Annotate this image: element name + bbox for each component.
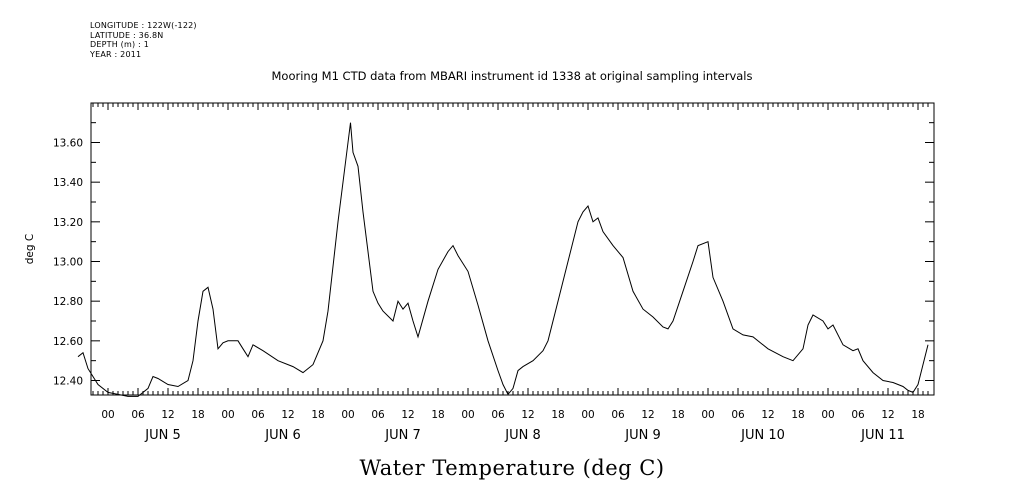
y-tick-label-group: 12.40 12.60 12.80 13.00 13.20 13.40 13.60 (53, 138, 83, 388)
x-axis-label: Water Temperature (deg C) (359, 456, 664, 480)
x-hour-label: 12 (521, 409, 534, 421)
x-hour-label: 06 (251, 409, 265, 421)
x-hour-label: 00 (221, 409, 234, 421)
x-hour-label: 06 (371, 409, 385, 421)
latitude-text: LATITUDE : 36.8N (90, 30, 164, 40)
x-hour-label: 00 (701, 409, 714, 421)
longitude-text: LONGITUDE : 122W(-122) (90, 21, 197, 30)
x-day-label: JUN 7 (384, 428, 420, 443)
x-hour-label: 06 (611, 409, 625, 421)
y-axis-label: deg C (24, 234, 36, 264)
x-hour-label: 00 (341, 409, 354, 421)
metadata-block: LONGITUDE : 122W(-122) LATITUDE : 36.8N … (90, 21, 197, 59)
x-hour-label: 12 (761, 409, 774, 421)
x-day-label: JUN 9 (624, 428, 660, 443)
x-hour-label: 18 (311, 409, 324, 421)
x-hour-label: 18 (671, 409, 684, 421)
y-tick-label: 12.40 (53, 376, 83, 388)
x-tick-label-group: 00 06 12 18 00 06 12 18 00 06 12 18 00 06 12 18 00 06 12 18… (101, 409, 924, 443)
x-hour-label: 18 (431, 409, 444, 421)
x-hour-label: 12 (881, 409, 894, 421)
y-tick-label: 12.60 (53, 336, 83, 348)
x-hour-label: 12 (641, 409, 654, 421)
series-line (77, 122, 929, 397)
x-hour-label: 18 (551, 409, 564, 421)
x-day-label: JUN 11 (860, 428, 905, 443)
x-hour-label: 00 (821, 409, 834, 421)
x-hour-label: 00 (461, 409, 474, 421)
x-hour-label: 00 (581, 409, 594, 421)
y-tick-label: 13.40 (53, 177, 83, 189)
x-day-label: JUN 6 (264, 428, 300, 443)
year-text: YEAR : 2011 (90, 49, 142, 59)
x-hour-label: 06 (491, 409, 505, 421)
x-day-label: JUN 8 (504, 428, 540, 443)
chart-title: Mooring M1 CTD data from MBARI instrumen… (272, 69, 753, 83)
x-day-label: JUN 5 (144, 428, 180, 443)
plot-frame (90, 102, 935, 396)
y-tick-label: 13.00 (53, 257, 83, 269)
x-hour-label: 12 (281, 409, 294, 421)
x-hour-label: 18 (191, 409, 204, 421)
y-tick-label: 13.20 (53, 217, 83, 229)
x-hour-label: 18 (911, 409, 924, 421)
depth-text: DEPTH (m) : 1 (90, 40, 149, 49)
y-tick-label: 12.80 (53, 296, 83, 308)
x-hour-label: 12 (401, 409, 414, 421)
x-hour-label: 12 (161, 409, 174, 421)
x-hour-label: 06 (131, 409, 145, 421)
x-hour-label: 00 (101, 409, 114, 421)
x-hour-label: 06 (731, 409, 745, 421)
x-day-label: JUN 10 (740, 428, 785, 443)
x-hour-label: 18 (791, 409, 804, 421)
x-hour-label: 06 (851, 409, 865, 421)
tick-group (91, 103, 934, 395)
y-tick-label: 13.60 (53, 138, 83, 150)
